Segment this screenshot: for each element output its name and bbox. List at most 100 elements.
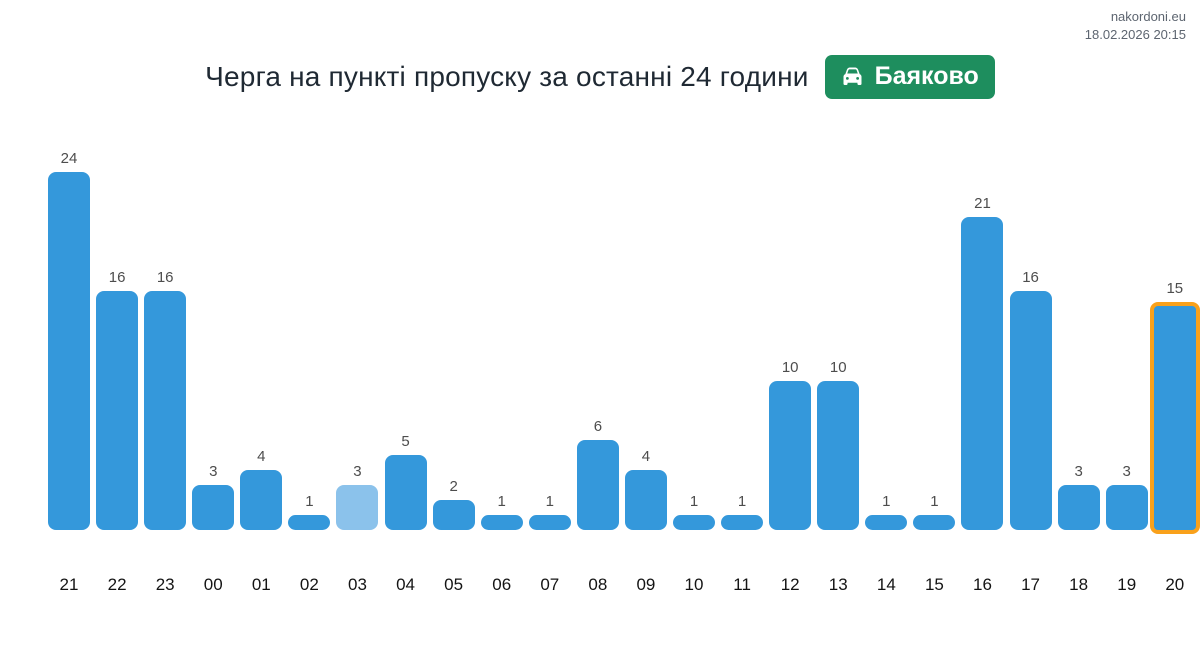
bar-value-label: 1: [737, 492, 747, 510]
bar[interactable]: [721, 514, 764, 530]
bar-value-label: 5: [401, 433, 410, 451]
chart-column: 2 05: [432, 143, 475, 595]
chart-column: 5 04: [384, 143, 427, 595]
bar[interactable]: [769, 380, 812, 530]
bar[interactable]: [865, 514, 908, 530]
site-name[interactable]: nakordoni.eu: [1110, 9, 1186, 24]
bar[interactable]: [48, 172, 90, 530]
x-axis-label: 03: [348, 574, 367, 594]
bar-value-label: 24: [60, 150, 78, 168]
x-axis-label: 22: [107, 574, 127, 594]
checkpoint-badge[interactable]: Баяково: [824, 55, 995, 99]
chart-column: 1 15: [913, 143, 956, 595]
bar-value-label: 2: [449, 477, 458, 495]
x-axis-label: 02: [299, 574, 319, 594]
bar-value-label: 3: [1122, 462, 1131, 480]
bar-value-label: 1: [930, 492, 939, 510]
x-axis-label: 10: [684, 574, 704, 594]
chart-column: 3 00: [192, 143, 235, 595]
bar-value-label: 1: [305, 492, 314, 510]
bar[interactable]: [913, 514, 956, 530]
bar-value-label: 10: [829, 358, 847, 376]
site-meta: nakordoni.eu 18.02.2026 20:15: [1085, 8, 1186, 43]
bar[interactable]: [240, 470, 283, 530]
chart-column: 1 07: [528, 143, 571, 595]
x-axis-label: 08: [588, 574, 608, 594]
x-axis-label: 19: [1117, 574, 1137, 594]
bar[interactable]: [1057, 484, 1100, 530]
bar[interactable]: [961, 216, 1004, 530]
bar-value-label: 16: [108, 269, 126, 287]
bar-value-label: 15: [1166, 280, 1184, 298]
bar-value-label: 1: [545, 492, 554, 510]
x-axis-label: 07: [540, 574, 560, 594]
x-axis-label: 21: [59, 574, 79, 594]
chart-column: 10 13: [817, 143, 860, 595]
x-axis-label: 04: [396, 574, 415, 594]
bar[interactable]: [432, 499, 475, 530]
bar[interactable]: [528, 514, 571, 530]
x-axis-label: 15: [924, 574, 944, 594]
bar[interactable]: [288, 514, 331, 530]
bar-value-label: 6: [593, 418, 603, 436]
bar-value-label: 1: [689, 492, 699, 510]
chart-column: 4 01: [240, 143, 283, 595]
bar-value-label: 3: [209, 462, 218, 480]
bar-value-label: 3: [1074, 462, 1083, 480]
chart-column: 1 02: [288, 143, 331, 595]
bar-value-label: 21: [974, 194, 991, 212]
chart-column: 3 18: [1057, 143, 1100, 595]
x-axis-label: 01: [251, 574, 271, 594]
bar[interactable]: [96, 291, 139, 530]
chart-column: 4 09: [624, 143, 667, 595]
x-axis-label: 05: [444, 574, 464, 594]
chart-column: 3 19: [1105, 143, 1148, 595]
bar[interactable]: [624, 470, 667, 530]
chart-column: 10 12: [769, 143, 812, 595]
chart-column: 3 03: [336, 143, 379, 595]
bar[interactable]: [192, 484, 235, 530]
x-axis-label: 00: [203, 574, 223, 594]
queue-bar-chart: 24 21 16 22 16 23 3 00 4 01 1 02 3 03 5 04 2 05 1 06 1 07 6 08 4…: [48, 143, 1200, 595]
x-axis-label: 06: [492, 574, 512, 594]
bar-value-label: 10: [781, 358, 799, 376]
chart-column: 1 10: [673, 143, 716, 595]
chart-column: 16 23: [144, 143, 187, 595]
page-title: Черга на пункті пропуску за останні 24 г…: [205, 61, 809, 92]
bar[interactable]: [817, 380, 860, 530]
bar-muted[interactable]: [336, 484, 379, 530]
x-axis-label: 13: [828, 574, 848, 594]
x-axis-label: 14: [876, 574, 896, 594]
chart-column: 1 06: [480, 143, 523, 595]
chart-column: 15 20: [1149, 143, 1200, 595]
chart-column: 16 17: [1009, 143, 1052, 595]
chart-column: 21 16: [961, 143, 1004, 595]
bar[interactable]: [576, 440, 619, 530]
chart-column: 16 22: [96, 143, 139, 595]
bar-value-label: 1: [882, 492, 891, 510]
bar[interactable]: [384, 455, 427, 530]
bar[interactable]: [1105, 484, 1148, 530]
bar-value-label: 3: [353, 462, 362, 480]
car-icon: [839, 63, 866, 90]
bar-value-label: 16: [156, 269, 174, 287]
bar[interactable]: [144, 291, 187, 530]
bar[interactable]: [673, 514, 716, 530]
chart-column: 24 21: [48, 143, 90, 595]
bar-value-label: 16: [1022, 269, 1039, 287]
x-axis-label: 16: [973, 574, 992, 594]
bar-value-label: 1: [497, 492, 506, 510]
x-axis-label: 11: [733, 574, 751, 594]
bar[interactable]: [480, 514, 523, 530]
title-row: Черга на пункті пропуску за останні 24 г…: [0, 55, 1200, 99]
bar[interactable]: [1009, 291, 1052, 530]
x-axis-label: 23: [155, 574, 175, 594]
x-axis-label: 20: [1165, 574, 1185, 594]
x-axis-label: 18: [1069, 574, 1089, 594]
timestamp: 18.02.2026 20:15: [1084, 26, 1186, 42]
x-axis-label: 17: [1021, 574, 1041, 594]
chart-column: 1 14: [865, 143, 908, 595]
bar-value-label: 4: [257, 448, 266, 466]
chart-column: 1 11: [721, 143, 764, 595]
bar-highlighted[interactable]: [1149, 302, 1200, 534]
